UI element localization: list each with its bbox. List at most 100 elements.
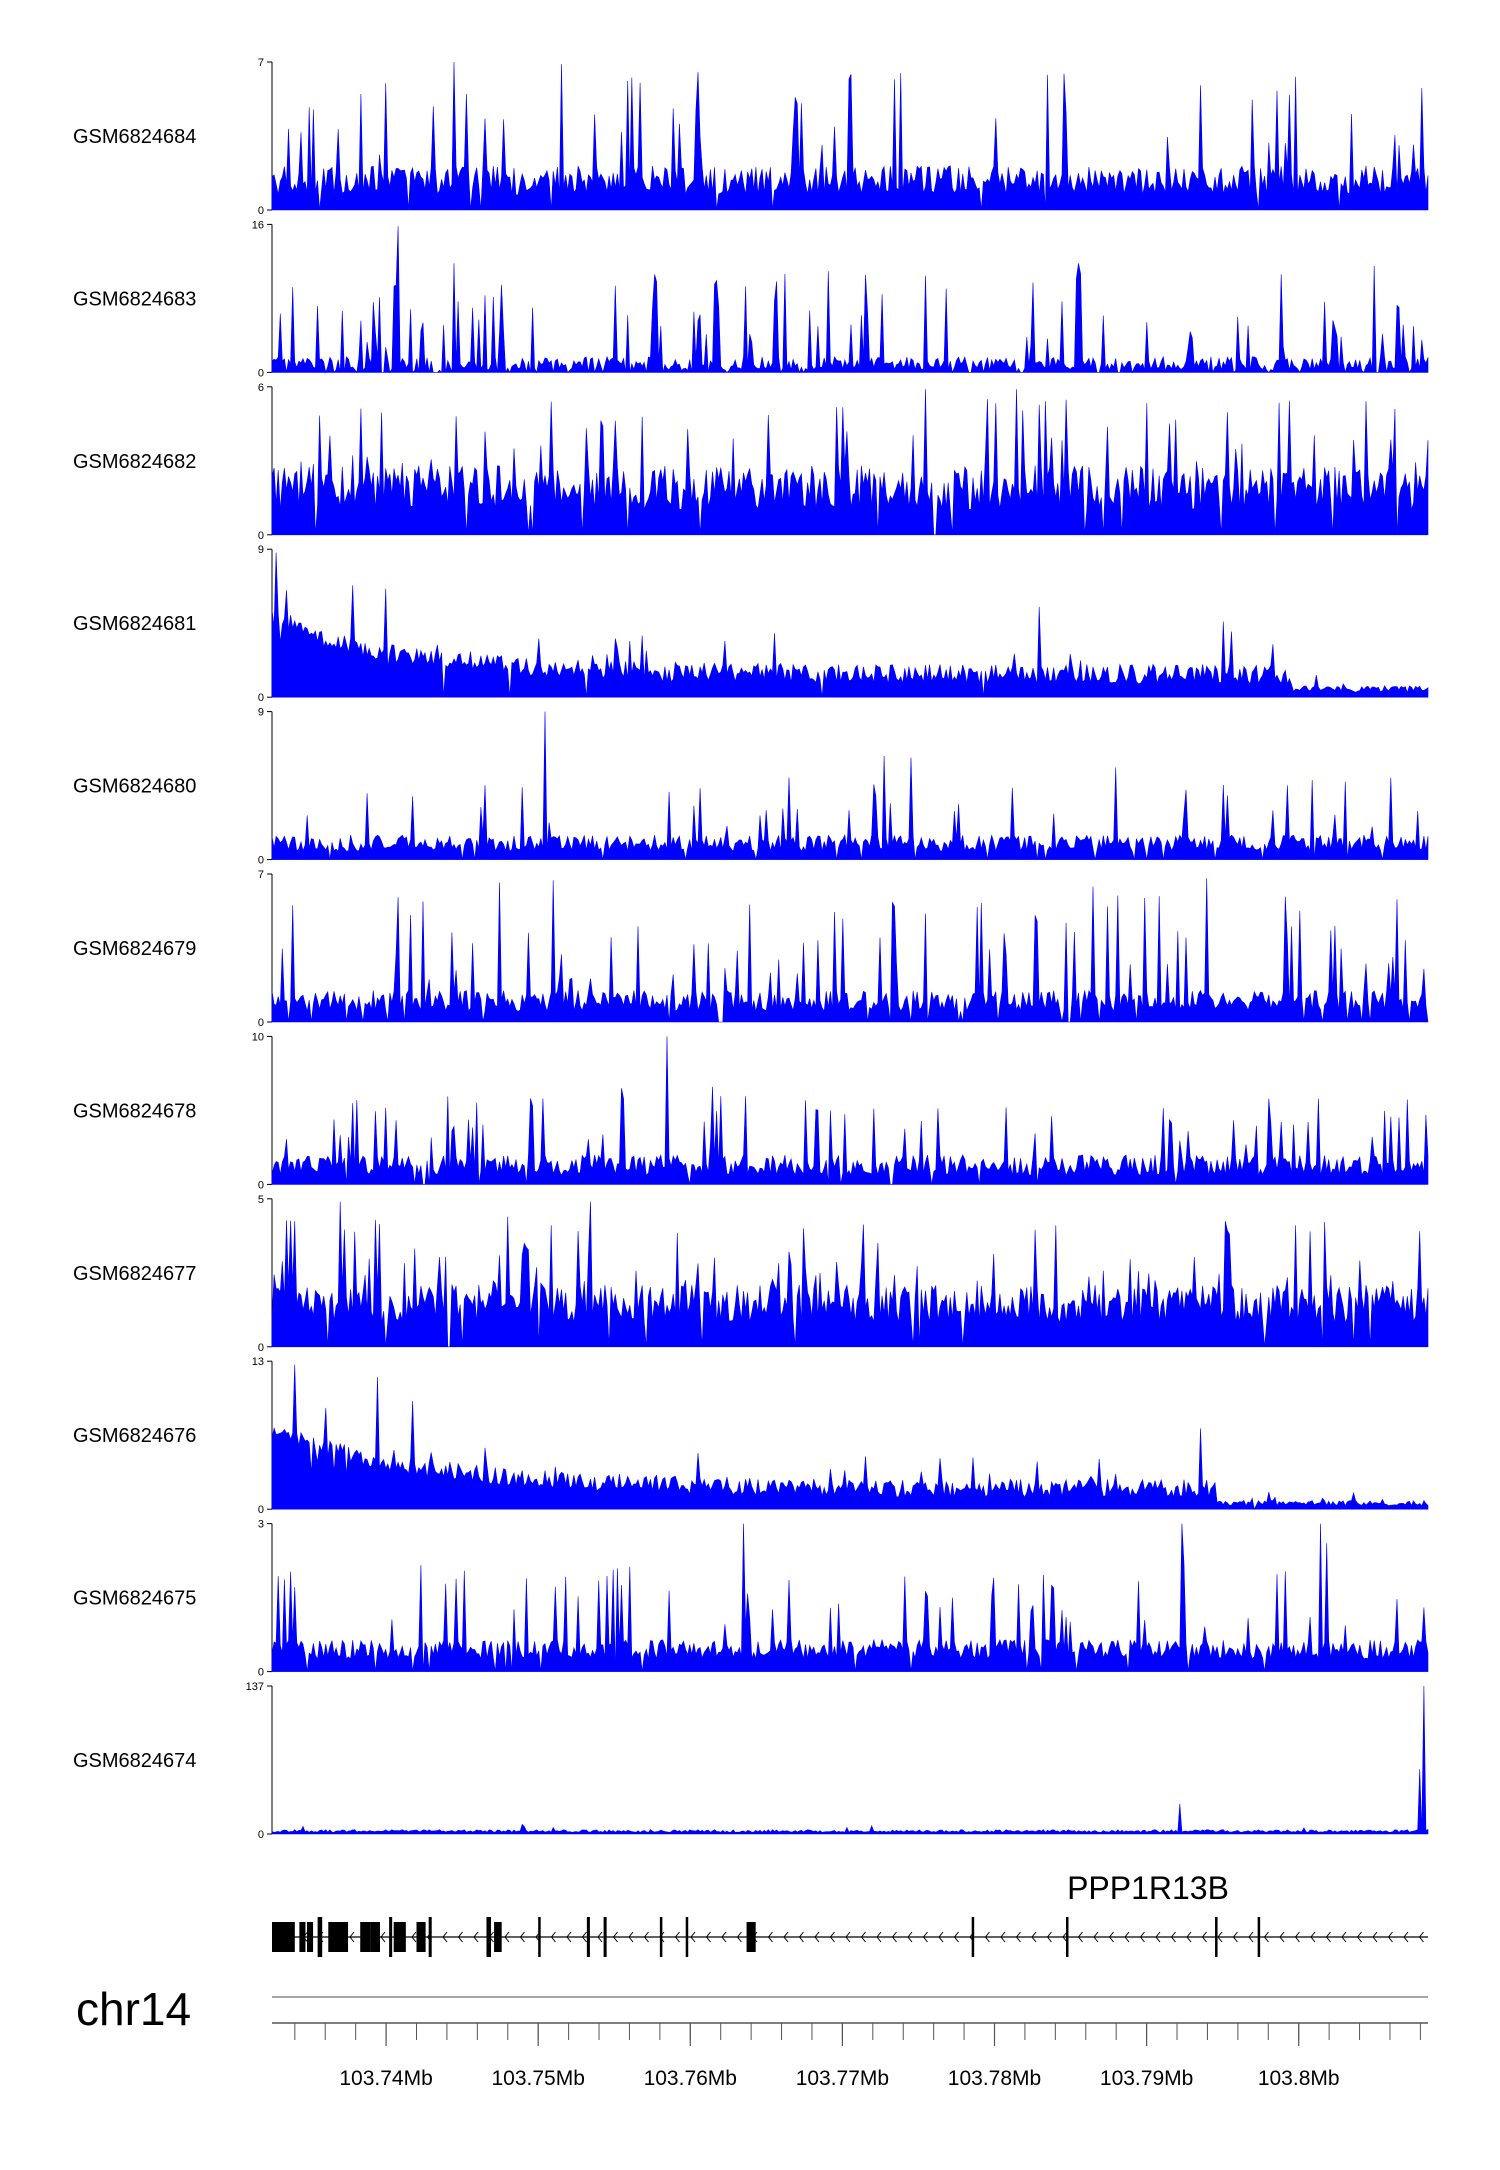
strand-arrow [1077, 1931, 1083, 1943]
strand-arrow [1279, 1931, 1285, 1943]
strand-arrow [1341, 1931, 1347, 1943]
strand-arrow [1403, 1931, 1409, 1943]
strand-arrow [1000, 1931, 1006, 1943]
strand-arrow [1217, 1931, 1223, 1943]
coverage-area [271, 878, 1429, 1023]
gene-exon [1257, 1917, 1261, 1957]
gene-exon [971, 1917, 975, 1957]
strand-arrow [798, 1931, 804, 1943]
track-GSM6824675: GSM6824675 3 0 [73, 1519, 1429, 1679]
coverage-area [271, 1036, 1429, 1185]
coverage-area [271, 389, 1429, 536]
axis-tick-label: 103.76Mb [644, 2067, 737, 2090]
strand-arrow [581, 1931, 587, 1943]
y-max-label: 6 [258, 382, 264, 394]
gene-exon [538, 1917, 541, 1957]
strand-arrow [442, 1931, 448, 1943]
y-max-label: 10 [252, 1031, 264, 1043]
y-min-label: 0 [258, 1017, 264, 1029]
strand-arrow [643, 1931, 649, 1943]
strand-arrow [1248, 1931, 1254, 1943]
strand-arrow [1263, 1931, 1269, 1943]
gene-exon [1215, 1917, 1218, 1957]
strand-arrow [922, 1931, 928, 1943]
coverage-area [271, 226, 1429, 374]
y-max-label: 5 [258, 1194, 264, 1206]
strand-arrow [1372, 1931, 1378, 1943]
track-GSM6824684: GSM6824684 7 0 [73, 57, 1429, 217]
strand-arrow [1031, 1931, 1037, 1943]
strand-arrow [1232, 1931, 1238, 1943]
axis-tick-label: 103.8Mb [1258, 2067, 1340, 2090]
track-GSM6824680: GSM6824680 9 0 [73, 707, 1429, 867]
strand-arrow [1201, 1931, 1207, 1943]
coverage-area [271, 1685, 1429, 1835]
strand-arrow [736, 1931, 742, 1943]
axis-tick-label: 103.77Mb [796, 2067, 889, 2090]
strand-arrow [953, 1931, 959, 1943]
track-GSM6824674: GSM6824674 137 0 [73, 1681, 1429, 1841]
strand-arrow [349, 1931, 355, 1943]
strand-arrow [767, 1931, 773, 1943]
strand-arrow [566, 1931, 572, 1943]
strand-arrow [1046, 1931, 1052, 1943]
gene-exon [360, 1922, 371, 1952]
strand-arrow [674, 1931, 680, 1943]
y-min-label: 0 [258, 1504, 264, 1516]
strand-arrow [783, 1931, 789, 1943]
y-min-label: 0 [258, 1829, 264, 1841]
strand-arrow [721, 1931, 727, 1943]
strand-arrow [473, 1931, 479, 1943]
strand-arrow [984, 1931, 990, 1943]
y-min-label: 0 [258, 205, 264, 217]
coverage-area [271, 61, 1429, 211]
gene-exon [416, 1922, 426, 1952]
coverage-area [271, 1201, 1429, 1348]
y-max-label: 7 [258, 869, 264, 881]
track-name-label: GSM6824678 [73, 1100, 196, 1122]
track-name-label: GSM6824674 [73, 1750, 196, 1772]
strand-arrow [380, 1931, 386, 1943]
gene-exon [272, 1922, 295, 1952]
track-name-label: GSM6824683 [73, 288, 196, 310]
axis-tick-label: 103.75Mb [491, 2067, 584, 2090]
strand-arrow [628, 1931, 634, 1943]
strand-arrow [1108, 1931, 1114, 1943]
y-max-label: 9 [258, 707, 264, 719]
coverage-area [271, 711, 1429, 860]
y-min-label: 0 [258, 530, 264, 542]
gene-exon [317, 1917, 323, 1957]
strand-arrow [597, 1931, 603, 1943]
strand-arrow [1387, 1931, 1393, 1943]
strand-arrow [1015, 1931, 1021, 1943]
gene-exon [370, 1922, 380, 1952]
strand-arrow [1325, 1931, 1331, 1943]
y-min-label: 0 [258, 1179, 264, 1191]
y-min-label: 0 [258, 367, 264, 379]
strand-arrow [504, 1931, 510, 1943]
gene-exon [494, 1922, 502, 1952]
gene-exon [685, 1917, 689, 1957]
strand-arrow [1418, 1931, 1424, 1943]
y-max-label: 13 [252, 1356, 264, 1368]
strand-arrow [907, 1931, 913, 1943]
gene-exon [746, 1922, 756, 1952]
strand-arrow [519, 1931, 525, 1943]
strand-arrow [891, 1931, 897, 1943]
coverage-area [271, 1523, 1429, 1672]
y-max-label: 9 [258, 544, 264, 556]
strand-arrow [1356, 1931, 1362, 1943]
y-min-label: 0 [258, 692, 264, 704]
strand-arrow [457, 1931, 463, 1943]
y-max-label: 137 [246, 1681, 264, 1693]
strand-arrow [938, 1931, 944, 1943]
y-max-label: 7 [258, 57, 264, 69]
gene-exon [1065, 1917, 1069, 1957]
gene-exon [428, 1917, 432, 1957]
track-name-label: GSM6824677 [73, 1263, 196, 1285]
track-name-label: GSM6824682 [73, 451, 196, 473]
gene-name-label: PPP1R13B [1067, 1870, 1229, 1906]
strand-arrow [1139, 1931, 1145, 1943]
track-GSM6824681: GSM6824681 9 0 [73, 544, 1429, 704]
track-name-label: GSM6824684 [73, 126, 196, 148]
